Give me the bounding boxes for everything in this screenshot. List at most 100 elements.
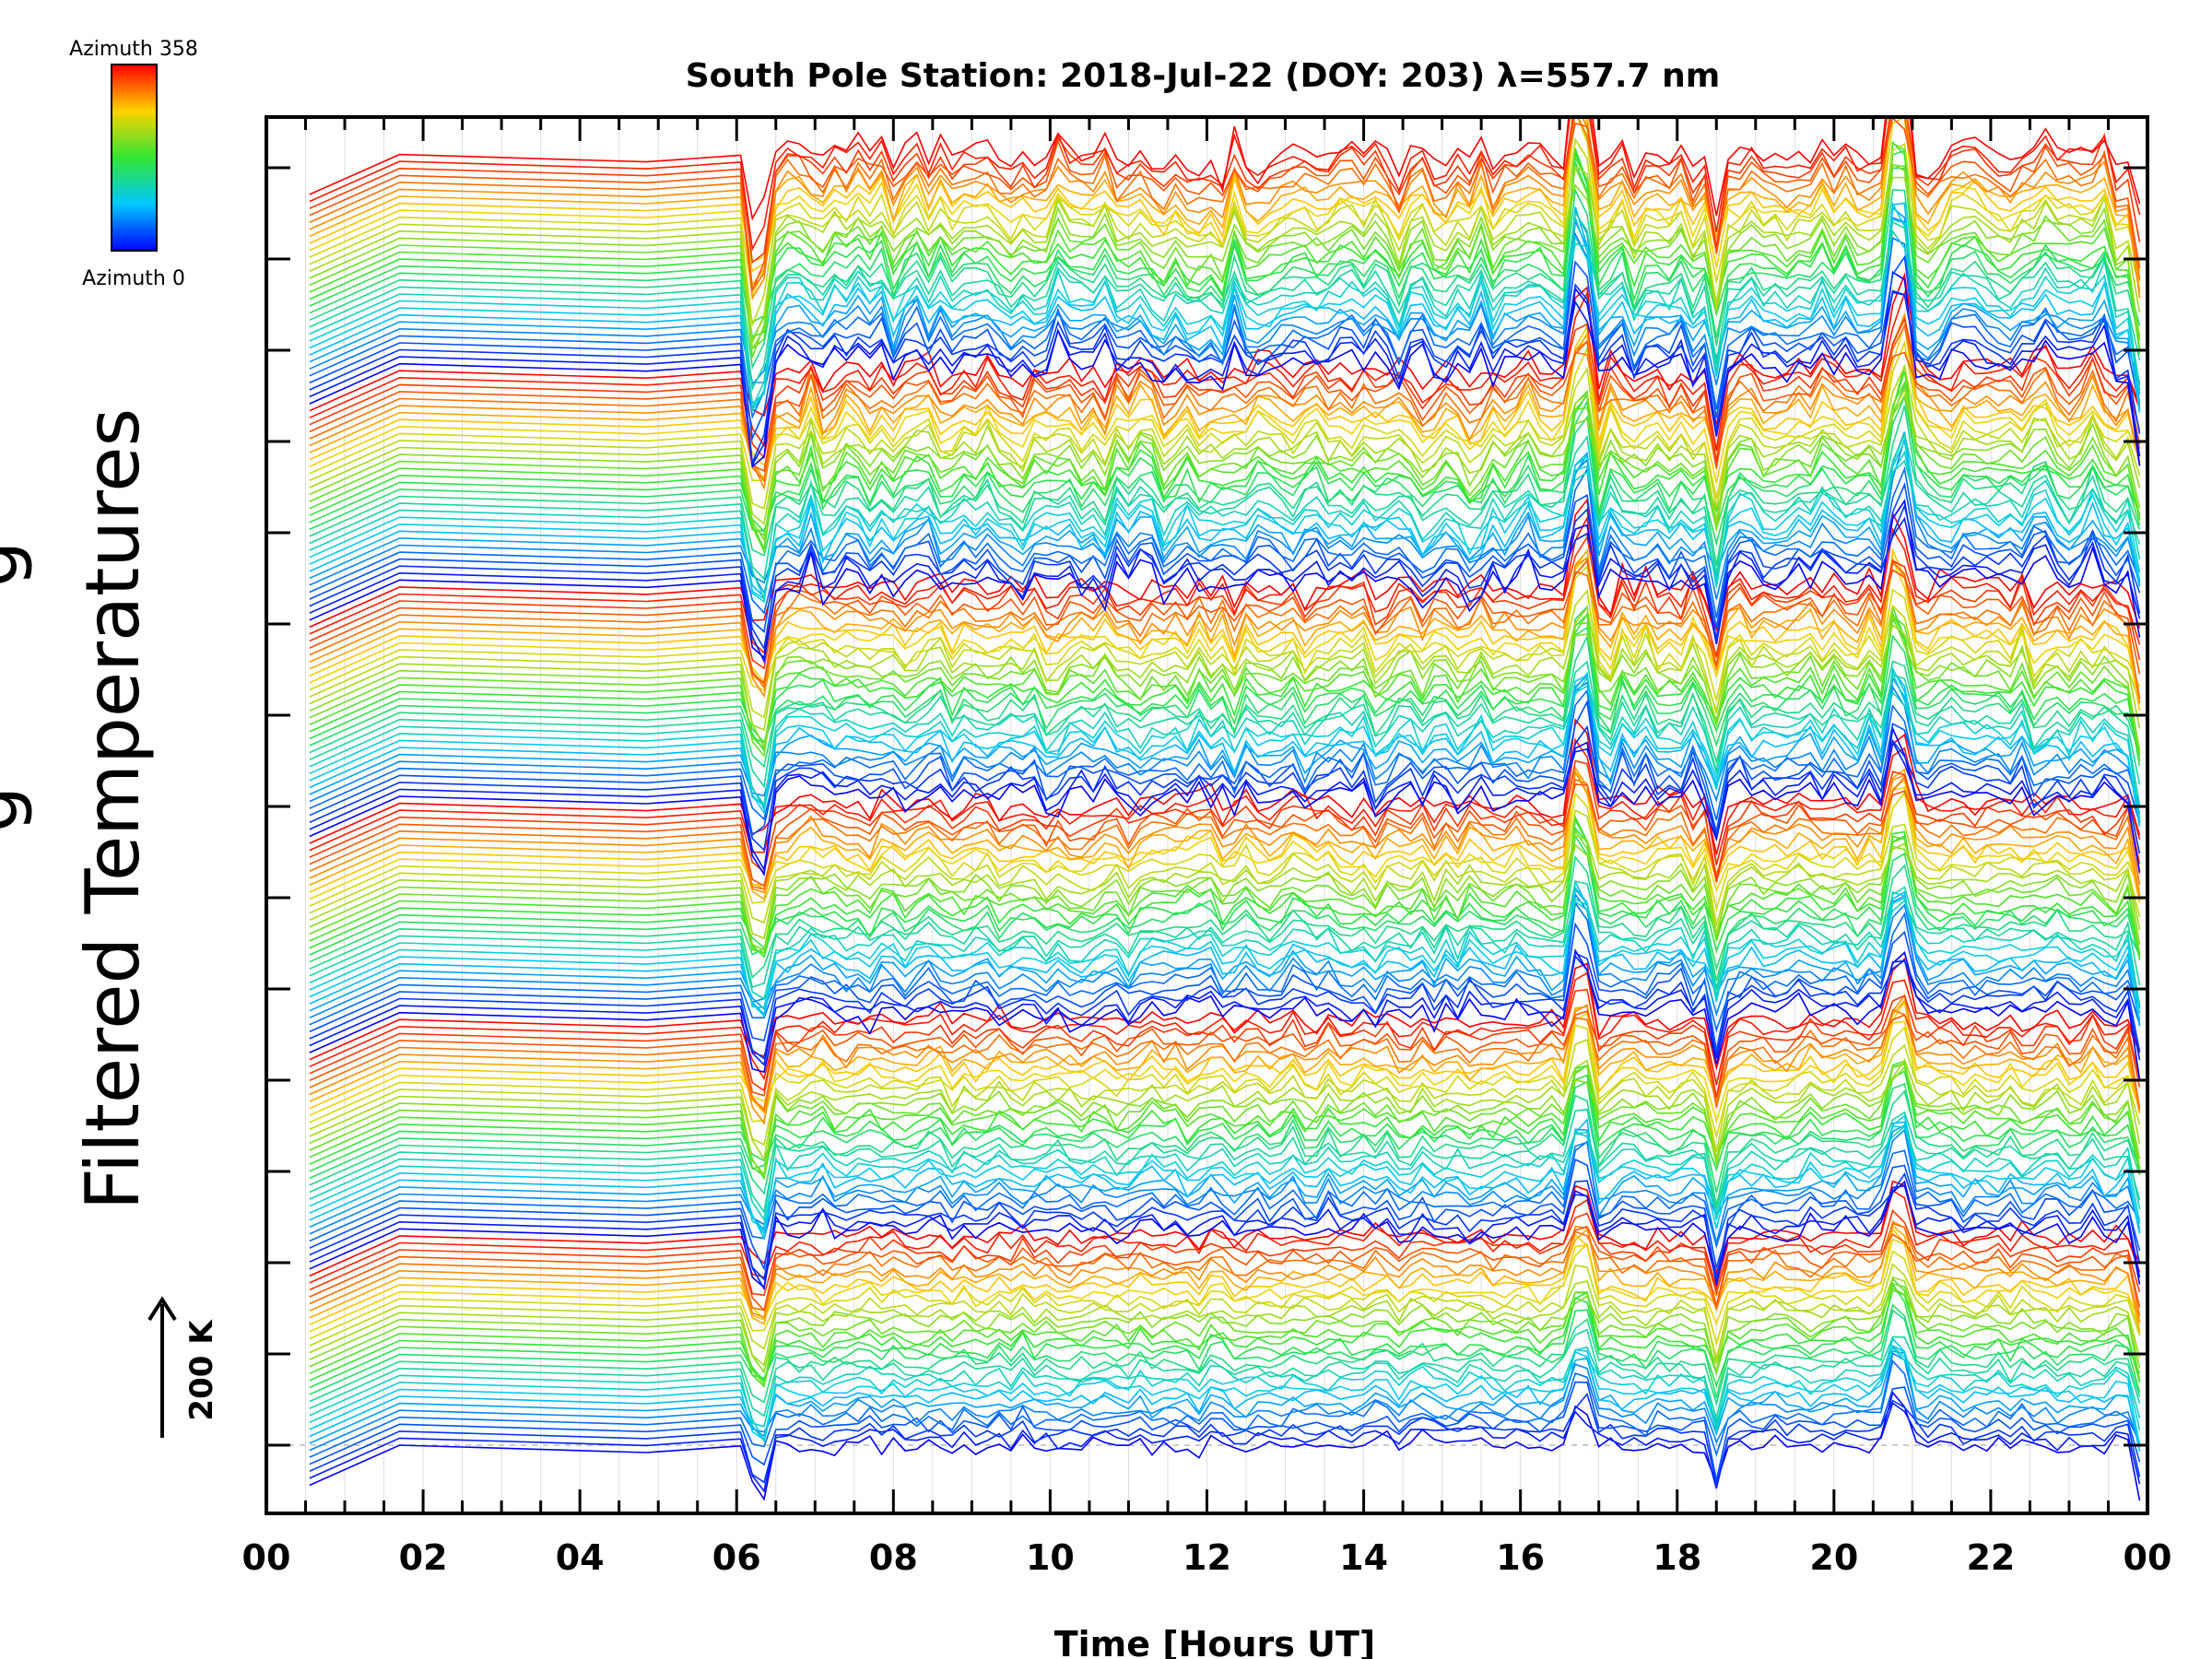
series-line: [309, 431, 2141, 581]
series-line: [309, 1282, 2141, 1386]
series-line: [309, 117, 2141, 252]
series-line: [309, 676, 2141, 807]
series-line: [309, 759, 2141, 883]
series-line: [309, 383, 2141, 534]
series-line: [309, 117, 2141, 282]
series-line: [309, 290, 2141, 452]
series-line: [309, 1128, 2141, 1243]
series-line: [309, 670, 2141, 818]
series-line: [309, 887, 2141, 1027]
series-line: [309, 1124, 2141, 1222]
series-line: [309, 775, 2141, 890]
series-line: [309, 1124, 2141, 1234]
x-tick-label: 10: [1026, 1537, 1075, 1578]
series-line: [309, 1024, 2141, 1137]
series-line: [309, 1208, 2141, 1297]
series-line: [309, 1010, 2141, 1099]
series-line: [309, 340, 2141, 500]
series-line: [309, 465, 2141, 618]
x-tick-label: 02: [399, 1537, 448, 1578]
scale-bar-label: 200 K: [183, 1319, 220, 1421]
series-line: [309, 254, 2141, 441]
x-tick-labels: 00 02 04 06 08 10 12 14 16 18 20 22 00: [242, 1537, 2172, 1578]
series-line: [309, 556, 2141, 697]
series-line: [309, 564, 2141, 701]
series-line: [309, 482, 2141, 633]
series-line: [309, 1359, 2141, 1458]
x-tick-label: 00: [242, 1537, 291, 1578]
series-line: [309, 952, 2141, 1060]
series-line: [309, 999, 2141, 1115]
series-line: [309, 387, 2141, 525]
series-line: [309, 535, 2141, 670]
series-line: [309, 1303, 2141, 1398]
x-tick-label: 16: [1496, 1537, 1545, 1578]
series-line: [309, 898, 2141, 1006]
x-tick-label: 12: [1182, 1537, 1231, 1578]
series-line: [309, 770, 2141, 903]
y-axis-label: Filtered Temperatures: [70, 408, 156, 1210]
series-line: [309, 660, 2141, 789]
series-line: [309, 988, 2141, 1099]
series-line: [309, 515, 2141, 654]
series-line: [309, 1288, 2141, 1383]
x-axis-label: Time [Hours UT]: [1054, 1624, 1376, 1659]
series-line: [309, 380, 2141, 555]
series-line: [309, 957, 2141, 1071]
traces: [309, 117, 2141, 1501]
series-line: [309, 503, 2141, 651]
scale-bar-arrow-head: [147, 1296, 177, 1322]
series-line: [309, 316, 2141, 462]
series-line: [309, 1345, 2141, 1428]
series-line: [309, 117, 2141, 264]
series-line: [309, 1184, 2141, 1291]
x-tick-label: 22: [1966, 1537, 2015, 1578]
series-line: [309, 363, 2141, 510]
series-line: [309, 117, 2141, 291]
series-line: [309, 210, 2141, 392]
series-line: [309, 283, 2141, 464]
series-line: [309, 272, 2141, 425]
x-tick-label: 18: [1653, 1537, 1701, 1578]
series-line: [309, 549, 2141, 704]
series-line: [309, 770, 2141, 897]
series-line: [309, 1158, 2141, 1271]
series-line: [309, 323, 2141, 483]
series-line: [309, 1328, 2141, 1421]
x-tick-label: 20: [1809, 1537, 1858, 1578]
series-line: [309, 688, 2141, 821]
series-line: [309, 681, 2141, 814]
series-line: [309, 1065, 2141, 1179]
series-line: [309, 439, 2141, 600]
series-line: [309, 886, 2141, 1018]
series-line: [309, 313, 2141, 482]
x-tick-label: 08: [869, 1537, 918, 1578]
series-line: [309, 1069, 2141, 1172]
series-line: [309, 1225, 2141, 1312]
series-line: [309, 1125, 2141, 1230]
series-line: [309, 1012, 2141, 1124]
series-line: [309, 187, 2141, 371]
series-line: [309, 1263, 2141, 1359]
series-line: [309, 737, 2141, 865]
x-tick-label: 04: [556, 1537, 605, 1578]
chart-title: South Pole Station: 2018-Jul-22 (DOY: 20…: [686, 57, 1721, 95]
colorbar: Azimuth 358 Azimuth 0: [69, 38, 198, 290]
series-line: [309, 589, 2141, 719]
series-line: [309, 833, 2141, 972]
series-line: [309, 783, 2141, 888]
y-axis-label-clipped-glyph-1: g: [0, 541, 34, 588]
series-line: [309, 1140, 2141, 1249]
series-line: [309, 1242, 2141, 1347]
series-line: [309, 117, 2141, 298]
series-line: [309, 217, 2141, 391]
series-line: [309, 1108, 2141, 1214]
series-line: [309, 724, 2141, 854]
colorbar-bottom-label: Azimuth 0: [82, 267, 185, 290]
series-line: [309, 922, 2141, 1052]
series-line: [309, 878, 2141, 1025]
series-line: [309, 726, 2141, 877]
series-line: [309, 459, 2141, 603]
x-tick-label: 06: [712, 1537, 761, 1578]
series-line: [309, 1381, 2141, 1481]
